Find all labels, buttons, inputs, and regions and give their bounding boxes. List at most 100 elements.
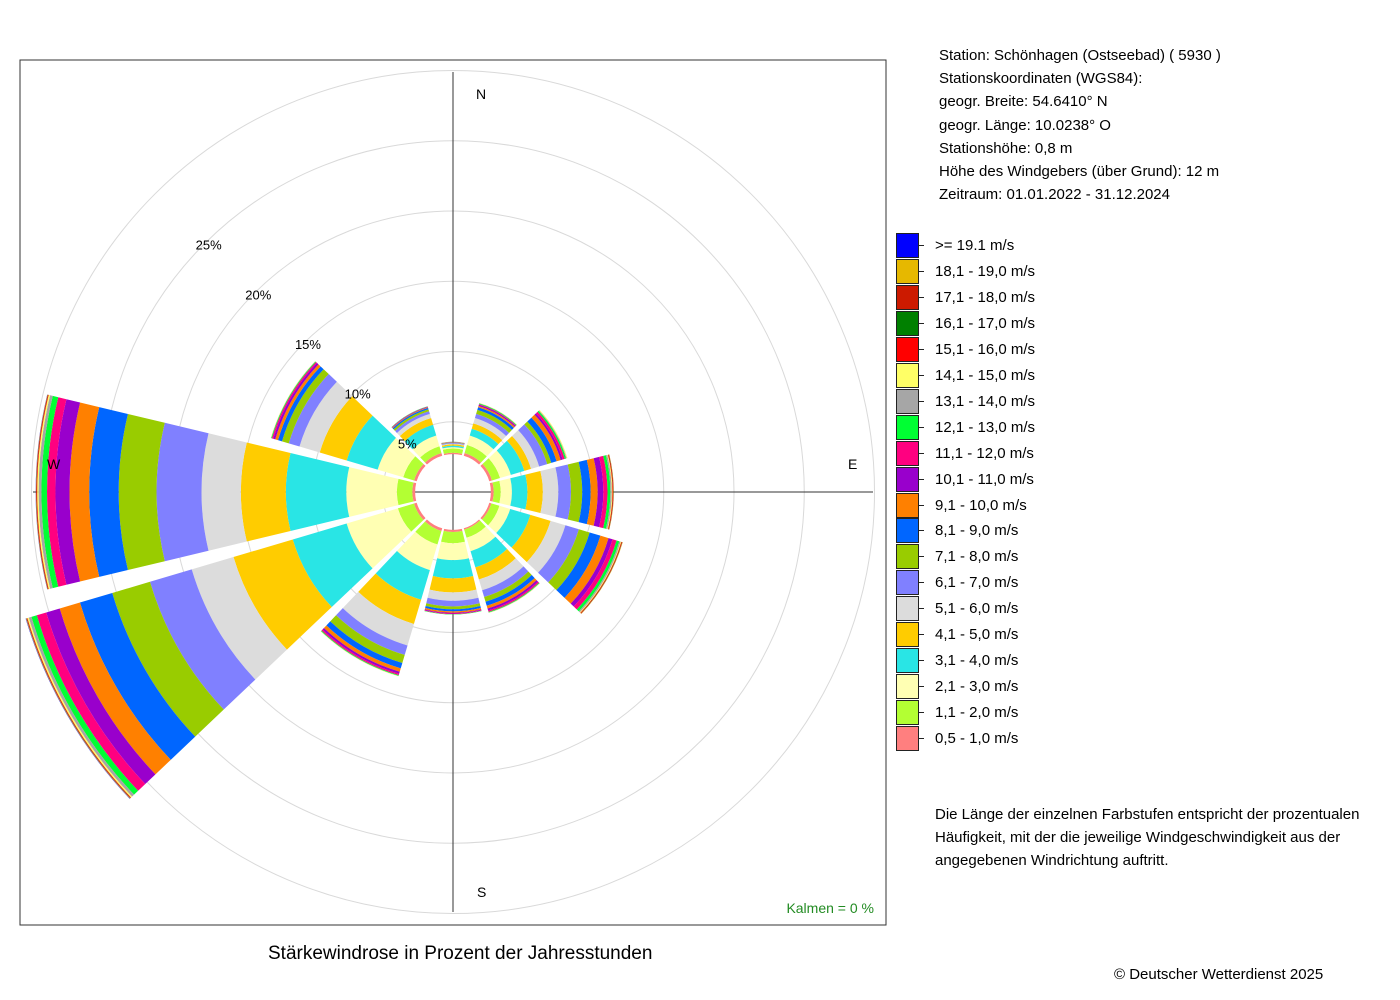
segment-240-4 [233, 539, 332, 650]
legend-tick [919, 270, 924, 272]
legend-tick [919, 634, 924, 636]
legend-item: 15,1 - 16,0 m/s [896, 336, 1096, 363]
segment-90-0 [489, 482, 494, 502]
legend-swatch [896, 310, 919, 336]
legend-tick [919, 374, 924, 376]
legend-item: 18,1 - 19,0 m/s [896, 258, 1096, 285]
segment-150-7 [484, 571, 532, 602]
segment-180-9 [424, 608, 482, 613]
legend-swatch [896, 284, 919, 310]
segment-210-4 [358, 573, 422, 624]
segment-0-9 [441, 442, 465, 444]
segment-180-2 [437, 541, 469, 561]
segment-150-3 [470, 536, 508, 568]
segment-30-10 [478, 404, 516, 427]
segment-0-7 [441, 442, 465, 445]
segment-120-2 [488, 505, 511, 534]
ring-label-25: 25% [196, 238, 222, 253]
legend-label: 11,1 - 12,0 m/s [935, 444, 1034, 462]
station-elevation: Stationshöhe: 0,8 m [939, 139, 1073, 157]
segment-60-5 [512, 430, 540, 469]
segment-90-4 [525, 471, 543, 513]
legend-swatch [896, 336, 919, 362]
segment-0-2 [442, 447, 464, 450]
segment-330-8 [392, 407, 429, 430]
legend-item: 1,1 - 2,0 m/s [896, 700, 1096, 726]
segment-270-4 [240, 442, 291, 542]
sector-240 [25, 502, 426, 799]
legend-item: >= 19.1 m/s [896, 233, 1096, 259]
segment-150-8 [485, 575, 535, 606]
legend-item: 11,1 - 12,0 m/s [896, 440, 1096, 467]
segment-210-3 [375, 551, 430, 600]
legend-label: 10,1 - 11,0 m/s [935, 470, 1034, 488]
segment-270-18 [35, 394, 48, 590]
segment-150-2 [466, 526, 496, 552]
segment-120-6 [538, 525, 579, 583]
segment-270-7 [118, 413, 165, 571]
segment-30-8 [477, 407, 514, 430]
legend-label: 7,1 - 8,0 m/s [935, 548, 1019, 566]
segment-270-10 [55, 399, 81, 585]
ring-label-20: 20% [245, 287, 271, 302]
segment-0-1 [442, 448, 464, 454]
segment-330-3 [404, 424, 437, 450]
legend-swatch [896, 258, 919, 284]
legend-tick [919, 245, 924, 246]
segment-180-8 [425, 606, 481, 612]
legend-label: 1,1 - 2,0 m/s [935, 704, 1019, 722]
segment-240-10 [46, 608, 156, 785]
legend-swatch [896, 544, 919, 570]
segment-30-1 [464, 444, 487, 463]
segment-270-19 [35, 394, 48, 590]
sector-60 [480, 409, 568, 482]
segment-210-1 [415, 521, 442, 545]
segment-90-5 [540, 467, 559, 517]
legend-swatch [896, 700, 919, 726]
segment-330-7 [393, 409, 430, 431]
ring-label-15: 15% [295, 337, 321, 352]
explanation-note: Die Länge der einzelnen Farbstufen entsp… [935, 806, 1360, 869]
legend-item: 7,1 - 8,0 m/s [896, 544, 1096, 570]
segment-30-5 [473, 417, 507, 441]
segment-180-10 [424, 609, 482, 614]
segment-270-9 [69, 402, 100, 582]
segment-300-8 [277, 366, 324, 442]
segment-0-3 [442, 445, 464, 449]
ring-labels: 5% 10% 15% 20% 25% [196, 238, 418, 452]
legend-swatch [896, 362, 919, 388]
segment-300-6 [288, 374, 337, 447]
segment-90-15 [607, 454, 614, 530]
station-latitude: geogr. Breite: 54.6410° N [939, 93, 1108, 111]
legend-label: 9,1 - 10,0 m/s [935, 496, 1027, 514]
segment-180-3 [432, 558, 474, 579]
segment-210-9 [323, 625, 401, 672]
segment-90-13 [605, 454, 612, 530]
segment-0-6 [441, 442, 465, 445]
segment-210-8 [326, 621, 403, 669]
legend-label: 2,1 - 3,0 m/s [935, 678, 1019, 696]
sector-330 [391, 406, 443, 465]
segment-270-0 [412, 482, 417, 502]
segment-60-11 [536, 411, 565, 460]
sector-180 [424, 528, 482, 615]
segment-30-0 [463, 453, 481, 465]
wind-sectors [25, 361, 623, 799]
segment-270-1 [396, 478, 414, 506]
segment-120-9 [564, 535, 609, 604]
legend-tick [919, 504, 924, 506]
legend-item: 5,1 - 6,0 m/s [896, 596, 1096, 622]
segment-300-0 [414, 464, 426, 482]
legend-label: 3,1 - 4,0 m/s [935, 652, 1019, 670]
segment-60-12 [537, 410, 567, 459]
sector-90 [489, 454, 614, 530]
segment-60-8 [527, 417, 557, 463]
legend-tick [919, 582, 924, 584]
station-name: Station: Schönhagen (Ostseebad) ( 5930 ) [939, 47, 1221, 64]
legend-tick [919, 400, 924, 402]
time-period: Zeitraum: 01.01.2022 - 31.12.2024 [939, 186, 1170, 204]
chart-title: Stärkewindrose in Prozent der Jahresstun… [268, 943, 653, 964]
segment-150-1 [464, 520, 486, 538]
segment-270-15 [36, 394, 49, 590]
